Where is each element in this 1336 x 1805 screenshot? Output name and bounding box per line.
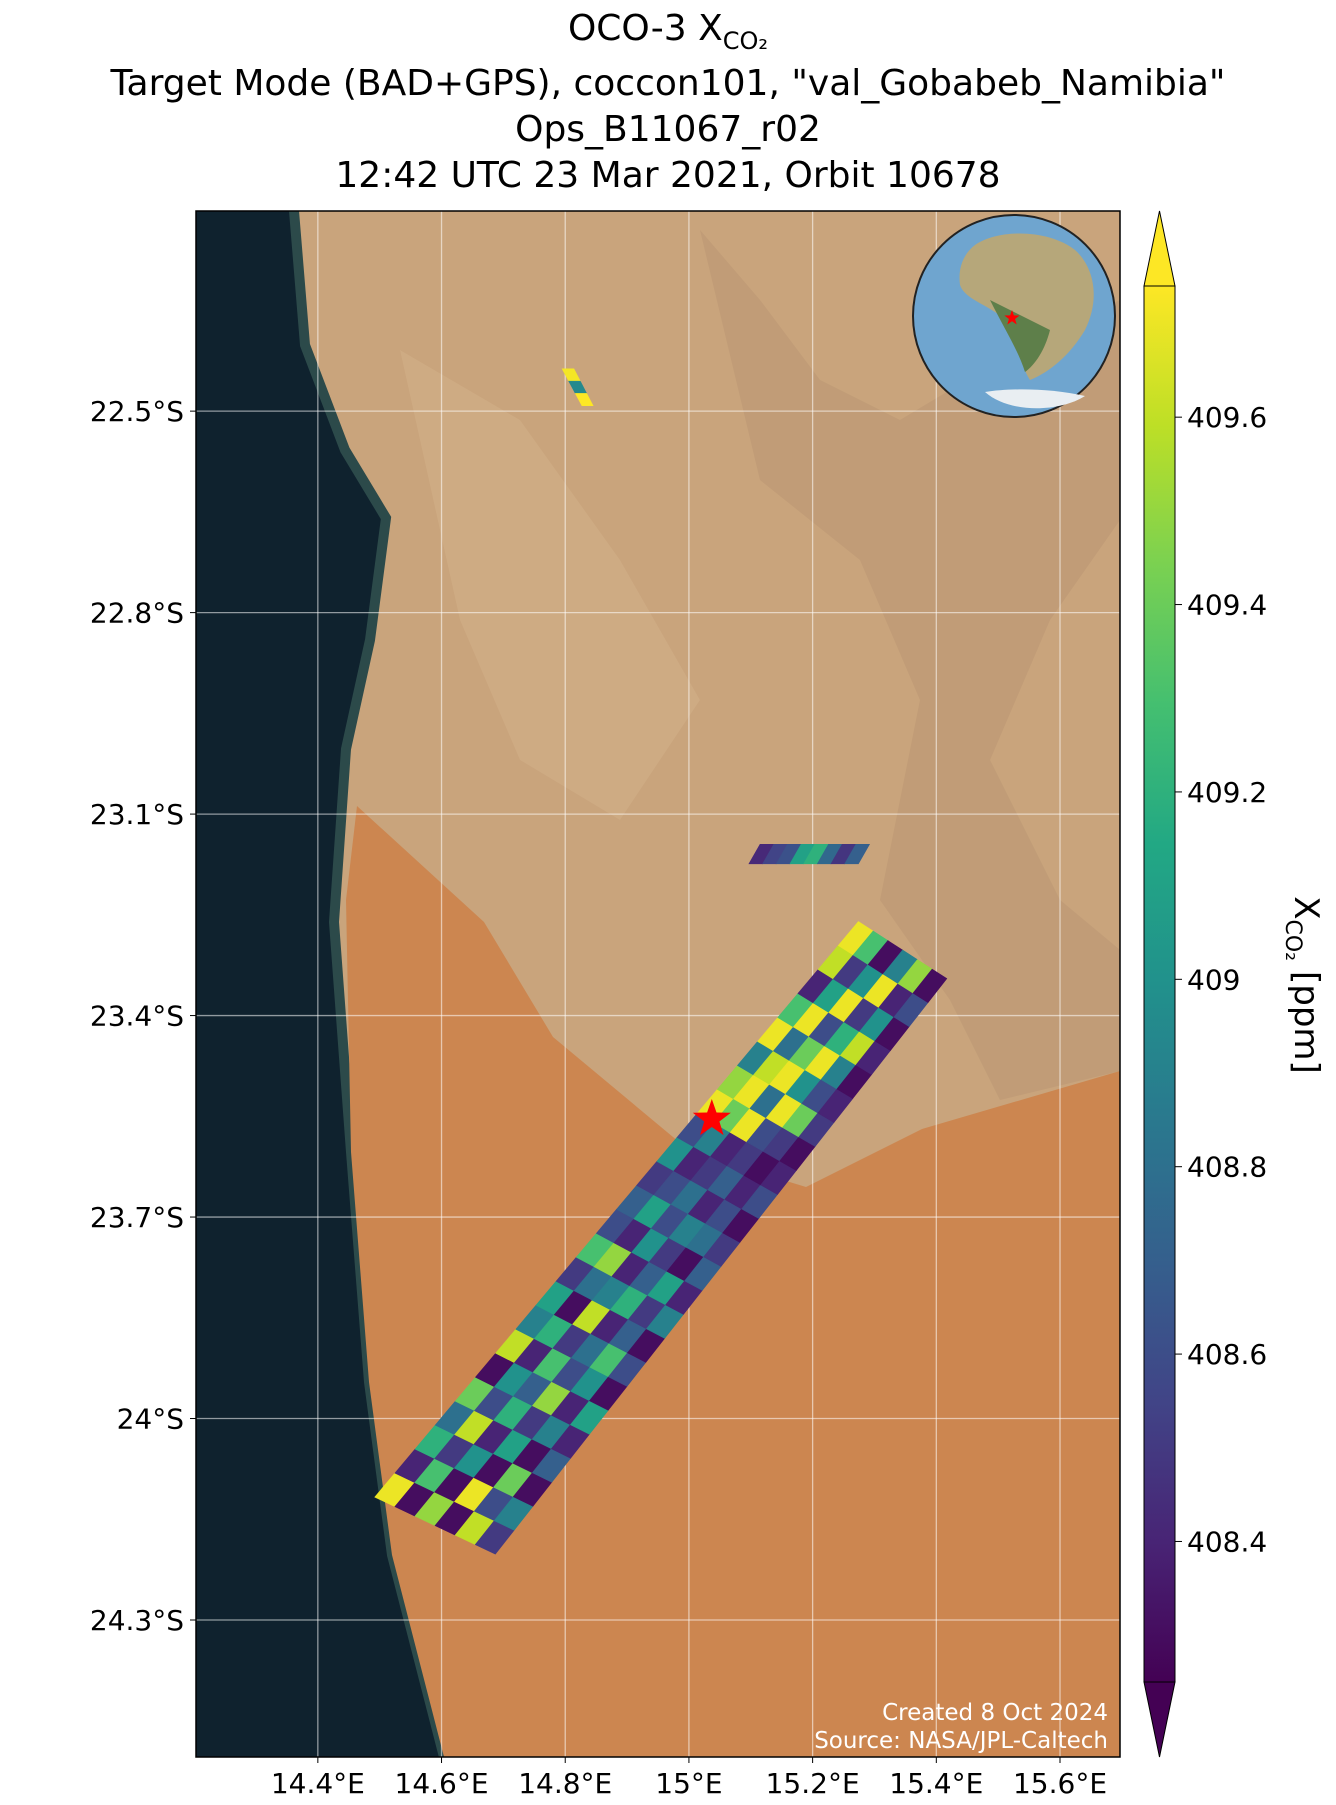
credit: Created 8 Oct 2024 [882, 1700, 1108, 1726]
x-tick-label: 15.6°E [1013, 1767, 1107, 1800]
y-tick-label: 24°S [117, 1403, 184, 1436]
x-tick-label: 14.6°E [395, 1767, 489, 1800]
chart-title: OCO-3 XCO₂ [568, 8, 768, 55]
map-frame [195, 210, 1121, 1758]
sounding [912, 968, 948, 1004]
colorbar: 408.4 408.6 408.8 409 409.2 409.4 409.6 XCO₂ [pp… [1143, 210, 1326, 1758]
x-tick-label: 14.4°E [271, 1767, 365, 1800]
colorbar-label-main: X [1286, 896, 1326, 919]
gridlines [196, 211, 1120, 1757]
colorbar-label: XCO₂ [ppm] [1280, 896, 1326, 1074]
colorbar-gradient [1143, 285, 1176, 1683]
colorbar-extend-top [1143, 210, 1176, 287]
colorbar-tick-label: 409 [1187, 963, 1240, 996]
inset-target-star [1004, 310, 1020, 325]
colorbar-tick-label: 408.8 [1187, 1151, 1267, 1184]
sounding [574, 393, 594, 407]
colorbar-tick-label: 409.4 [1187, 589, 1267, 622]
soundings [374, 368, 948, 1555]
target-star [692, 1098, 731, 1136]
y-tick-label: 23.1°S [90, 798, 184, 831]
sounding [844, 844, 871, 865]
y-tick-label: 22.5°S [90, 395, 184, 428]
title-subscript: CO₂ [723, 27, 768, 55]
x-tick-label: 15.2°E [766, 1767, 860, 1800]
chart-subtitle: 12:42 UTC 23 Mar 2021, Orbit 10678 [335, 155, 1000, 196]
x-tick-label: 14.8°E [518, 1767, 612, 1800]
colorbar-tick-label: 409.2 [1187, 776, 1267, 809]
credit: Source: NASA/JPL-Caltech [814, 1728, 1108, 1754]
colorbar-tick-label: 408.4 [1187, 1525, 1267, 1558]
chart-subtitle: Ops_B11067_r02 [515, 109, 821, 150]
x-tick-label: 15°E [655, 1767, 722, 1800]
y-tick-label: 24.3°S [90, 1604, 184, 1637]
colorbar-tick-label: 409.6 [1187, 401, 1267, 434]
chart-subtitle: Target Mode (BAD+GPS), coccon101, "val_G… [110, 63, 1226, 104]
title-block: OCO-3 XCO₂ Target Mode (BAD+GPS), coccon1… [110, 8, 1226, 196]
title-main: OCO-3 X [568, 8, 723, 49]
colorbar-label-subscript: CO₂ [1280, 919, 1305, 961]
colorbar-extend-bottom [1143, 1681, 1176, 1758]
x-tick-label: 15.4°E [889, 1767, 983, 1800]
basemap [196, 211, 1120, 1757]
y-tick-label: 23.7°S [90, 1201, 184, 1234]
colorbar-label-unit: [ppm] [1286, 971, 1326, 1074]
y-tick-label: 22.8°S [90, 597, 184, 630]
y-tick-label: 23.4°S [90, 1000, 184, 1033]
colorbar-tick-label: 408.6 [1187, 1338, 1267, 1371]
